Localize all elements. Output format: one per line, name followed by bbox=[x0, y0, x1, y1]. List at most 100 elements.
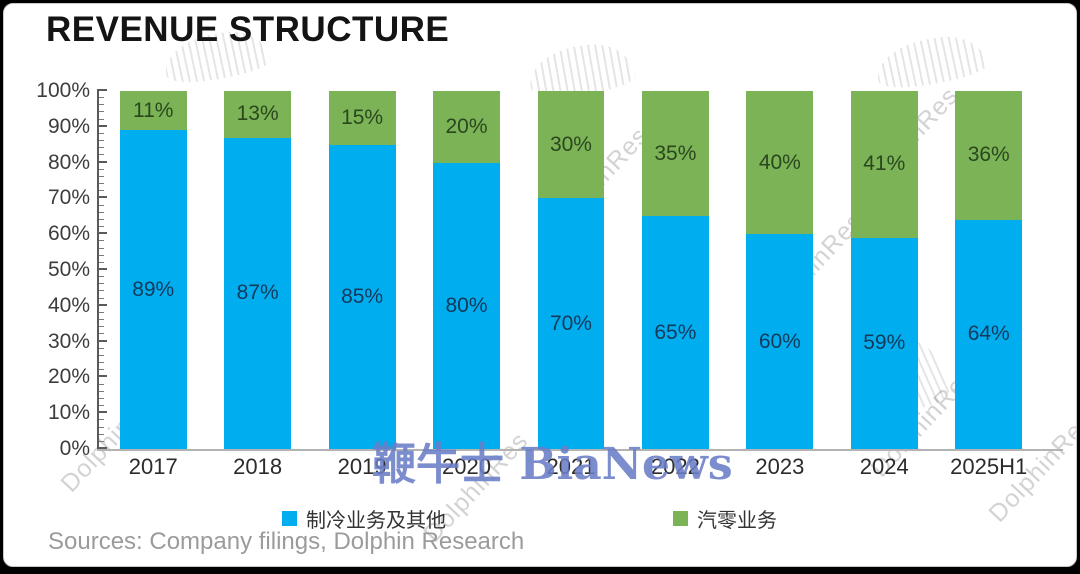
axis-tick bbox=[99, 433, 104, 435]
axis-tick bbox=[99, 190, 104, 192]
x-tick-label-2023: 2023 bbox=[755, 454, 805, 479]
y-tick-label: 80% bbox=[47, 150, 90, 174]
axis-tick bbox=[99, 97, 104, 99]
axis-tick bbox=[99, 211, 104, 213]
bar-column-2020: 20% 80% bbox=[414, 91, 518, 449]
y-tick-label: 30% bbox=[47, 329, 90, 353]
y-tick-label: 60% bbox=[47, 222, 90, 246]
segment-制冷业务及其他: 85% bbox=[328, 144, 396, 449]
segment-制冷业务及其他: 80% bbox=[433, 162, 500, 449]
y-tick-label: 40% bbox=[47, 293, 90, 317]
segment-value-label: 11% bbox=[132, 98, 174, 122]
segment-制冷业务及其他: 70% bbox=[537, 198, 605, 449]
segment-value-label: 15% bbox=[341, 105, 384, 129]
axis-tick bbox=[99, 339, 107, 342]
axis-tick bbox=[99, 247, 104, 249]
axis-tick bbox=[99, 326, 104, 328]
y-tick-label: 70% bbox=[47, 186, 90, 210]
segment-汽零业务: 13% bbox=[224, 91, 292, 138]
axis-tick bbox=[99, 183, 104, 185]
segment-制冷业务及其他: 59% bbox=[850, 237, 918, 449]
bar-2021: 30% 70% bbox=[537, 91, 605, 449]
axis-tick bbox=[99, 240, 104, 242]
x-tick-label-2017: 2017 bbox=[128, 454, 178, 479]
segment-制冷业务及其他: 65% bbox=[641, 216, 709, 449]
segment-汽零业务: 11% bbox=[119, 91, 187, 131]
segment-汽零业务: 40% bbox=[746, 91, 814, 235]
axis-tick bbox=[99, 362, 104, 364]
bar-column-2021: 30% 70% bbox=[519, 91, 623, 449]
chart-card: REVENUE STRUCTURE DolphinRes DolphinRes Do… bbox=[3, 3, 1077, 567]
axis-tick bbox=[99, 124, 107, 127]
segment-制冷业务及其他: 64% bbox=[955, 219, 1023, 449]
axis-tick bbox=[99, 297, 104, 299]
legend-item-制冷业务及其他: 制冷业务及其他 bbox=[282, 504, 446, 533]
segment-value-label: 80% bbox=[445, 293, 488, 317]
segment-汽零业务: 41% bbox=[850, 91, 918, 238]
axis-tick bbox=[99, 276, 104, 278]
axis-tick bbox=[99, 168, 104, 170]
segment-value-label: 40% bbox=[758, 150, 801, 174]
axis-tick bbox=[99, 104, 104, 106]
segment-value-label: 13% bbox=[236, 102, 279, 126]
y-tick-label: 20% bbox=[47, 365, 90, 389]
x-tick-label-2019: 2019 bbox=[337, 454, 387, 479]
axis-tick bbox=[99, 140, 104, 142]
segment-value-label: 35% bbox=[654, 141, 697, 165]
x-tick-label-2021: 2021 bbox=[546, 454, 596, 479]
segment-value-label: 87% bbox=[236, 281, 279, 305]
bar-column-2023: 40% 60% bbox=[728, 91, 832, 449]
axis-tick bbox=[99, 447, 107, 449]
axis-tick bbox=[99, 218, 104, 220]
axis-tick bbox=[99, 354, 104, 356]
segment-value-label: 30% bbox=[549, 132, 592, 156]
legend-swatch bbox=[673, 511, 688, 526]
axis-tick bbox=[99, 175, 104, 177]
bar-column-2022: 35% 65% bbox=[623, 91, 727, 449]
segment-制冷业务及其他: 60% bbox=[746, 234, 814, 449]
legend: 制冷业务及其他 汽零业务 bbox=[4, 504, 1076, 533]
axis-tick bbox=[99, 390, 104, 392]
axis-tick bbox=[99, 405, 104, 407]
axis-tick bbox=[99, 283, 104, 285]
segment-value-label: 65% bbox=[654, 320, 697, 344]
bar-column-2024: 41% 59% bbox=[832, 91, 936, 449]
segment-value-label: 89% bbox=[132, 277, 175, 301]
axis-tick bbox=[99, 226, 104, 228]
axis-tick bbox=[99, 147, 104, 149]
y-axis-labels: 0% 10% 20% 30% 40% 50% 60% 70% 80% 90% 100% bbox=[4, 79, 90, 460]
legend-swatch bbox=[282, 511, 297, 526]
y-tick-label: 10% bbox=[47, 401, 90, 425]
y-tick-label: 50% bbox=[47, 258, 90, 281]
segment-value-label: 64% bbox=[967, 322, 1010, 346]
segment-value-label: 70% bbox=[549, 311, 592, 335]
axis-tick bbox=[99, 268, 107, 270]
segment-汽零业务: 36% bbox=[955, 91, 1023, 220]
segment-制冷业务及其他: 87% bbox=[224, 137, 292, 449]
segment-value-label: 20% bbox=[445, 114, 488, 138]
chart-title: REVENUE STRUCTURE bbox=[46, 10, 450, 49]
bar-2017: 11% 89% bbox=[119, 91, 187, 449]
y-tick-label: 0% bbox=[59, 437, 90, 460]
legend-item-汽零业务: 汽零业务 bbox=[673, 504, 777, 533]
axis-tick bbox=[99, 440, 104, 442]
segment-value-label: 41% bbox=[863, 152, 906, 176]
segment-汽零业务: 35% bbox=[641, 91, 709, 217]
axis-tick bbox=[99, 89, 107, 91]
bar-column-2019: 15% 85% bbox=[310, 91, 414, 449]
waveform-watermark bbox=[872, 29, 990, 94]
axis-tick bbox=[99, 347, 104, 349]
bar-2022: 35% 65% bbox=[641, 91, 709, 449]
x-tick-label-2020: 2020 bbox=[442, 454, 491, 479]
axis-tick bbox=[99, 204, 104, 206]
legend-label: 汽零业务 bbox=[697, 510, 777, 532]
y-tick-label: 90% bbox=[47, 114, 90, 138]
axis-tick bbox=[99, 261, 104, 263]
y-axis-ruler bbox=[97, 89, 111, 449]
plot-area: 11% 89% 13% 87% 15% 85% 20% 80% 30% 70% 35% 65% 40% 6… bbox=[101, 91, 1041, 449]
segment-汽零业务: 15% bbox=[328, 91, 396, 145]
axis-tick bbox=[99, 154, 104, 156]
axis-tick bbox=[99, 254, 104, 256]
axis-tick bbox=[99, 375, 107, 378]
segment-汽零业务: 20% bbox=[433, 91, 500, 163]
